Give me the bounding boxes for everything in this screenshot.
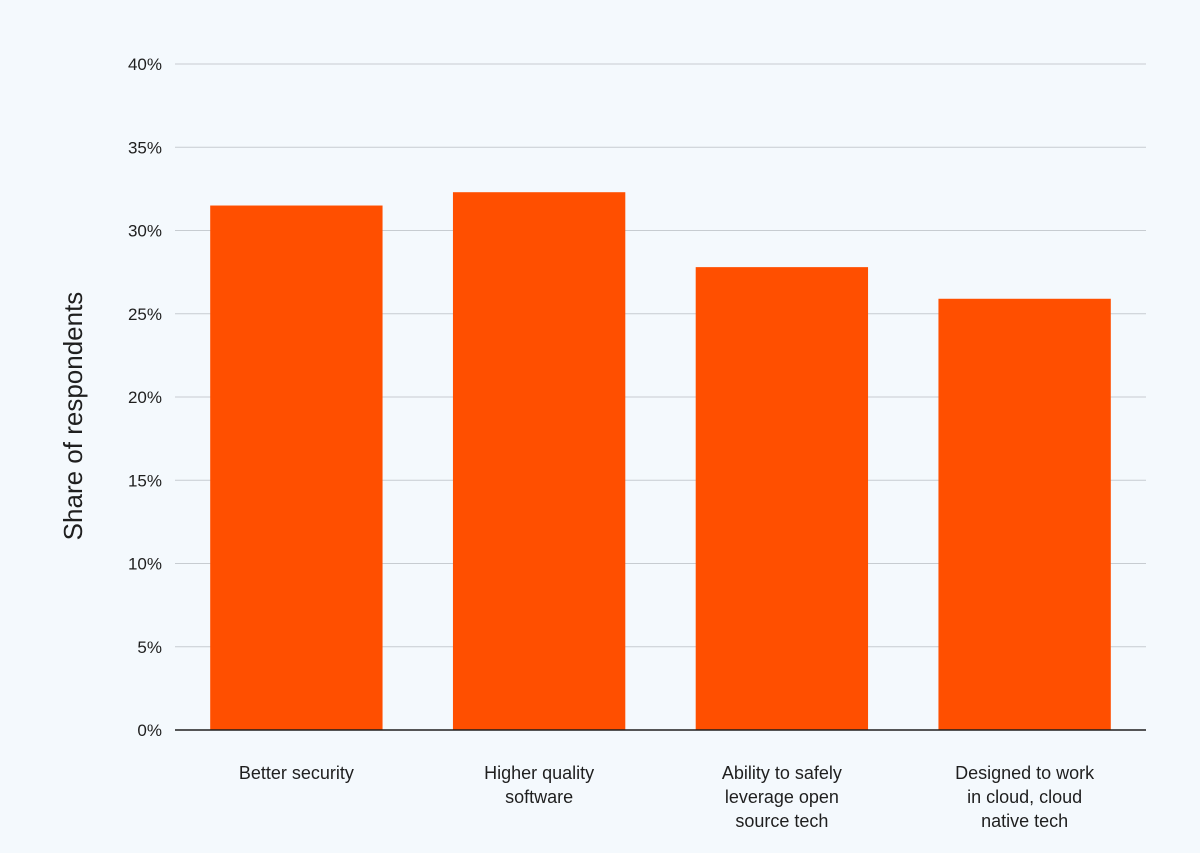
- bars: [210, 192, 1111, 730]
- y-axis-ticks: 0% 5% 10% 15% 20% 25% 30% 35% 40%: [128, 55, 162, 740]
- y-tick-label: 20%: [128, 388, 162, 407]
- y-tick-label: 35%: [128, 138, 162, 157]
- y-axis-title: Share of respondents: [58, 292, 88, 541]
- bar: [695, 267, 869, 730]
- bar: [452, 192, 626, 730]
- y-tick-label: 30%: [128, 222, 162, 241]
- y-tick-label: 10%: [128, 555, 162, 574]
- y-tick-label: 25%: [128, 305, 162, 324]
- x-category-label: Designed to work in cloud, cloud native te…: [955, 763, 1095, 831]
- bar: [938, 298, 1111, 730]
- x-category-label: Better security: [239, 763, 354, 783]
- x-axis-labels: Better security Higher quality software Abi…: [239, 763, 1095, 831]
- x-category-label: Ability to safely leverage open source tec…: [722, 763, 842, 831]
- x-category-label: Higher quality software: [484, 763, 594, 807]
- y-tick-label: 0%: [137, 721, 162, 740]
- y-tick-label: 5%: [137, 638, 162, 657]
- y-tick-label: 40%: [128, 55, 162, 74]
- bar: [210, 205, 383, 730]
- y-tick-label: 15%: [128, 471, 162, 490]
